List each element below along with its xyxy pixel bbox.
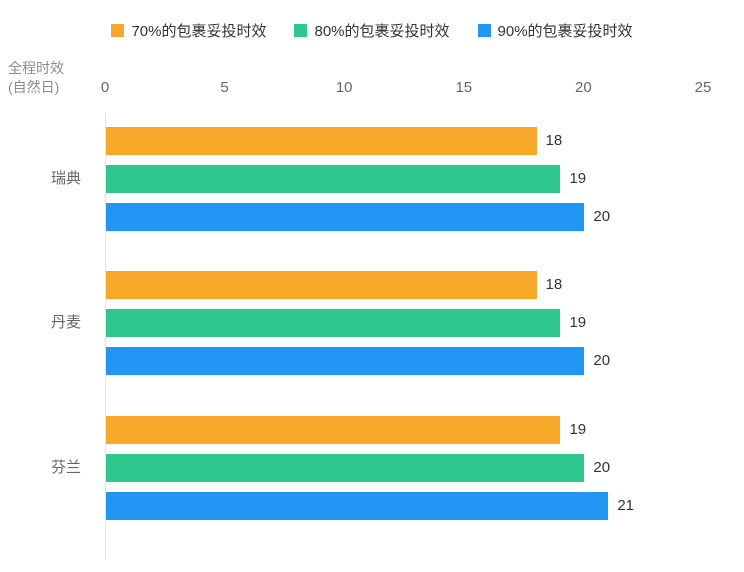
bar	[106, 416, 561, 444]
bar	[106, 492, 609, 520]
bar-value-label: 18	[545, 132, 563, 149]
category-label: 瑞典	[50, 170, 81, 187]
bar-value-label: 19	[569, 170, 587, 187]
bar-value-label: 19	[569, 314, 587, 331]
x-tick-label: 0	[100, 79, 110, 96]
bar	[106, 165, 561, 193]
bar-value-label: 19	[569, 421, 587, 438]
legend-item[interactable]: 80%的包裹妥投时效	[294, 20, 450, 41]
bar	[106, 271, 537, 299]
bar	[106, 454, 585, 482]
bar-value-label: 20	[593, 208, 611, 225]
y-axis-title-line1: 全程时效	[8, 60, 64, 76]
bar	[106, 309, 561, 337]
category-label: 芬兰	[50, 459, 81, 476]
legend-label: 80%的包裹妥投时效	[314, 22, 450, 40]
x-axis-ticks: 0 5 10 15 20 25	[0, 79, 744, 99]
x-tick-label: 15	[455, 79, 473, 96]
legend-label: 70%的包裹妥投时效	[131, 22, 267, 40]
bar	[106, 127, 537, 155]
legend-swatch-icon	[111, 23, 125, 37]
bar	[106, 203, 585, 231]
y-axis-title-line2: (自然日)	[8, 79, 60, 95]
bar-value-label: 21	[617, 497, 634, 514]
y-axis-title: 全程时效 (自然日)	[8, 59, 64, 97]
category-label: 丹麦	[50, 314, 81, 331]
legend-item[interactable]: 90%的包裹妥投时效	[477, 20, 633, 41]
legend-label: 90%的包裹妥投时效	[497, 22, 633, 40]
bar-value-label: 20	[593, 352, 611, 369]
bar-value-label: 20	[593, 459, 611, 476]
x-tick-label: 10	[335, 79, 353, 96]
x-tick-label: 5	[220, 79, 229, 96]
x-tick-label: 20	[575, 79, 592, 96]
bar-value-label: 18	[545, 276, 563, 293]
legend-swatch-icon	[294, 23, 308, 37]
bar	[106, 347, 585, 375]
legend-swatch-icon	[477, 23, 491, 37]
x-tick-label: 25	[694, 79, 712, 96]
y-axis-line	[105, 112, 106, 560]
chart-legend: 70%的包裹妥投时效 80%的包裹妥投时效 90%的包裹妥投时效	[0, 20, 744, 40]
legend-item[interactable]: 70%的包裹妥投时效	[111, 20, 266, 41]
